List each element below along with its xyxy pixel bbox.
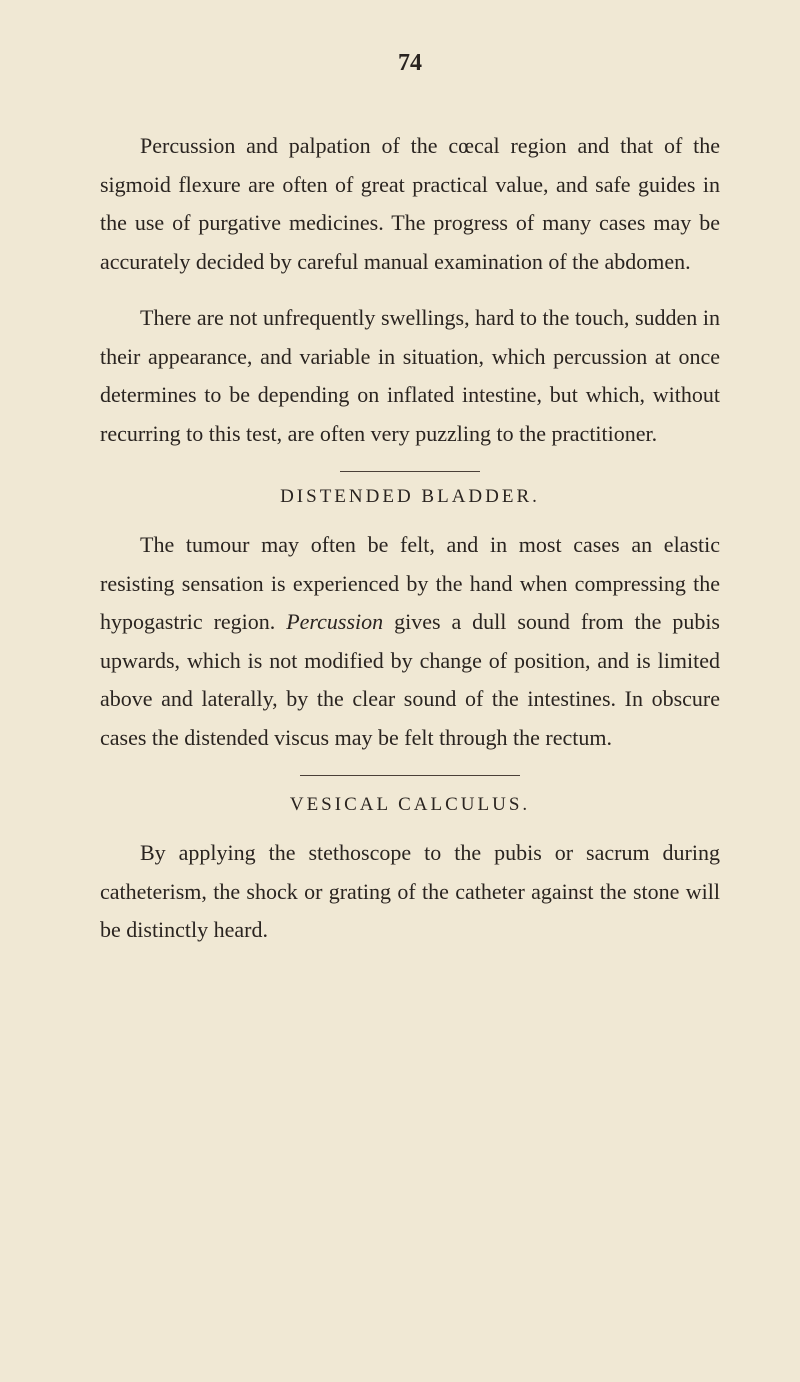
paragraph-3: The tumour may often be felt, and in mos… [100,526,720,757]
paragraph-4: By applying the stethoscope to the pubis… [100,834,720,950]
paragraph-2: There are not unfrequently swellings, ha… [100,299,720,453]
section-divider [340,471,480,472]
page-number: 74 [100,50,720,77]
p3-italic-word: Percussion [286,609,383,634]
inline-divider [300,775,520,776]
paragraph-1: Percussion and palpation of the cœcal re… [100,127,720,281]
heading-distended-bladder: DISTENDED BLADDER. [100,486,720,508]
heading-vesical-calculus: VESICAL CALCULUS. [100,794,720,816]
